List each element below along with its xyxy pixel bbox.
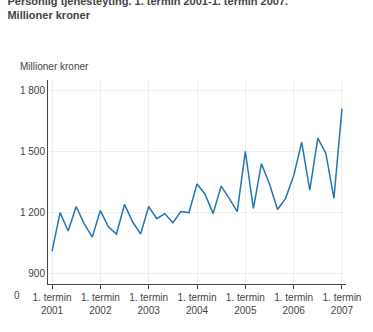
svg-text:900: 900 <box>28 268 45 279</box>
svg-text:1. termin2005: 1. termin2005 <box>226 292 265 316</box>
svg-text:1 200: 1 200 <box>20 207 45 218</box>
svg-text:1. termin2004: 1. termin2004 <box>178 292 217 316</box>
svg-text:1 500: 1 500 <box>20 146 45 157</box>
svg-text:1. termin2006: 1. termin2006 <box>274 292 313 316</box>
svg-text:Personlig tjenesteyting. 1. te: Personlig tjenesteyting. 1. termin 2001-… <box>7 0 288 21</box>
svg-text:0: 0 <box>14 290 20 301</box>
svg-text:1. termin2002: 1. termin2002 <box>81 292 120 316</box>
svg-text:Millioner kroner: Millioner kroner <box>20 61 89 72</box>
svg-text:1. termin2003: 1. termin2003 <box>129 292 168 316</box>
svg-text:1. termin2001: 1. termin2001 <box>33 292 72 316</box>
svg-text:1 800: 1 800 <box>20 85 45 96</box>
svg-text:1. termin2007: 1. termin2007 <box>323 292 362 316</box>
